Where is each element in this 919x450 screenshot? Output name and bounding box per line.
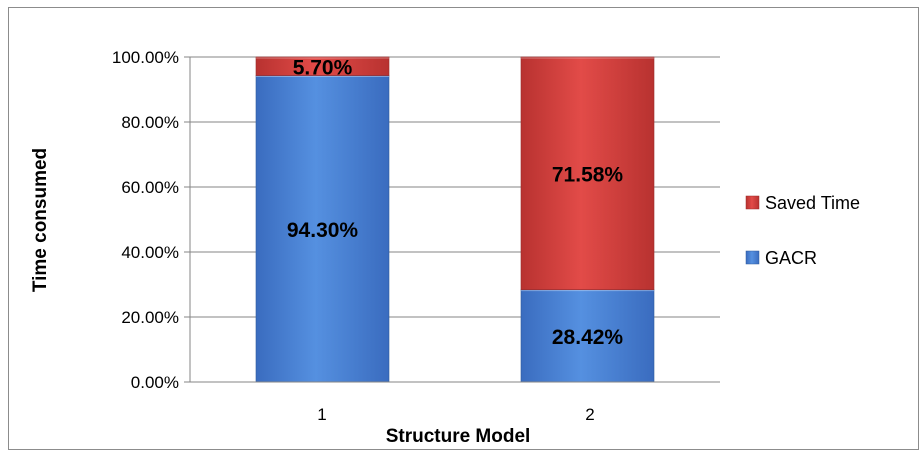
bar-saved-time-1 bbox=[255, 56, 390, 76]
y-tick-label: 60.00% bbox=[121, 178, 179, 197]
x-tick-label: 1 bbox=[317, 405, 326, 424]
legend-label-saved-time: Saved Time bbox=[765, 193, 860, 213]
y-axis-title: Time consumed bbox=[30, 148, 51, 292]
legend-swatch-saved-time bbox=[745, 195, 760, 210]
data-labels: 94.30% 5.70% 28.42% 71.58% bbox=[287, 56, 624, 349]
x-tick-label: 2 bbox=[585, 405, 594, 424]
data-label: 71.58% bbox=[552, 163, 624, 186]
y-tick-label: 100.00% bbox=[112, 48, 179, 67]
data-label: 94.30% bbox=[287, 219, 359, 242]
y-tick-label: 80.00% bbox=[121, 113, 179, 132]
bar-gacr-2 bbox=[520, 289, 655, 383]
y-tick-label: 0.00% bbox=[131, 373, 179, 392]
data-label: 5.70% bbox=[293, 56, 353, 79]
bar-gacr-1 bbox=[255, 75, 390, 383]
x-axis-title: Structure Model bbox=[386, 426, 531, 447]
legend-swatch-gacr bbox=[745, 250, 760, 265]
y-tick-label: 40.00% bbox=[121, 243, 179, 262]
bar-saved-time-2 bbox=[520, 56, 655, 290]
data-label: 28.42% bbox=[552, 326, 624, 349]
legend: Saved Time GACR bbox=[745, 193, 860, 268]
y-axis-ticks: 0.00% 20.00% 40.00% 60.00% 80.00% 100.00% bbox=[112, 48, 179, 392]
bars bbox=[255, 56, 655, 383]
legend-label-gacr: GACR bbox=[765, 248, 817, 268]
y-tick-label: 20.00% bbox=[121, 308, 179, 327]
